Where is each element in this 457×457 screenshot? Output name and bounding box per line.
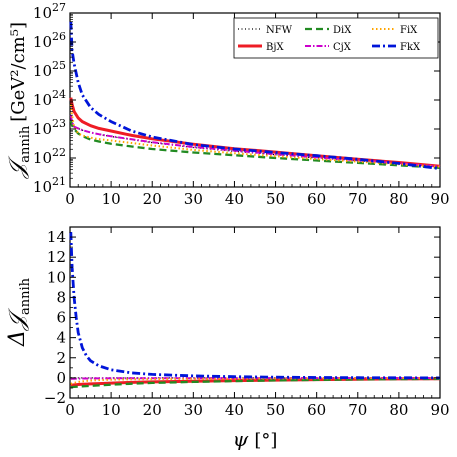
top-x-tick-label: 0	[65, 190, 75, 208]
top-y-tick-label: 1021	[33, 175, 66, 196]
bottom-series-line-cjx	[70, 377, 440, 380]
legend: NFW BjX DiX CjX FiX FkX	[233, 17, 439, 59]
top-series-line-fix	[69, 104, 441, 168]
top-axis-ticks: 0 10 20 30 40 50 60 70 80 90 1021 1022 1023 1024 1025 1…	[33, 1, 450, 208]
bottom-y-tick-label: 12	[47, 248, 66, 266]
bottom-x-tick-label: 10	[102, 401, 121, 419]
bottom-plot-frame	[69, 226, 441, 399]
legend-label-fix: FiX	[400, 25, 418, 36]
legend-label-dix: DiX	[333, 25, 352, 36]
bottom-y-tick-label: 2	[56, 349, 66, 367]
top-y-tick-label: 1023	[33, 117, 66, 138]
bottom-y-tick-label: 4	[56, 329, 66, 347]
top-x-tick-label: 80	[389, 190, 408, 208]
bottom-x-tick-label: 50	[266, 401, 285, 419]
bottom-y-tick-label: 10	[47, 268, 66, 286]
top-y-tick-label: 1026	[33, 30, 66, 51]
legend-box	[233, 17, 439, 59]
top-series-group	[69, 21, 441, 170]
bottom-x-tick-label: 40	[225, 401, 244, 419]
top-x-tick-label: 50	[266, 190, 285, 208]
bottom-y-tick-label: 0	[56, 369, 66, 387]
bottom-x-tick-label: 90	[430, 401, 449, 419]
top-y-tick-label: 1022	[33, 146, 66, 167]
legend-label-cjx: CjX	[333, 42, 352, 53]
top-x-tick-label: 70	[348, 190, 367, 208]
bottom-x-tick-label: 30	[184, 401, 203, 419]
bottom-y-axis-label: Δ𝒥annih	[5, 277, 33, 347]
legend-label-nfw: NFW	[266, 25, 293, 36]
top-x-tick-label: 40	[225, 190, 244, 208]
bottom-y-tick-label: 14	[47, 228, 66, 246]
top-series-line-fkx	[69, 21, 441, 170]
top-series-line-bjx	[69, 97, 441, 168]
top-x-tick-label: 10	[102, 190, 121, 208]
bottom-series-line-fkx	[69, 231, 441, 380]
bottom-y-tick-label: 8	[56, 288, 66, 306]
x-axis-label: ψ [°]	[233, 427, 278, 451]
top-x-tick-label: 20	[143, 190, 162, 208]
bottom-y-tick-label: −2	[44, 389, 66, 407]
top-series-line-cjx	[69, 115, 441, 168]
bottom-series-line-fix	[70, 377, 440, 385]
top-y-axis-label: 𝒥annih[GeV²/cm⁵]	[5, 22, 33, 179]
bottom-y-tick-label: 6	[56, 309, 66, 327]
top-x-tick-label: 60	[307, 190, 326, 208]
top-series-line-nfw	[70, 115, 441, 168]
bottom-x-tick-label: 20	[143, 401, 162, 419]
top-y-tick-label: 1027	[33, 1, 66, 22]
top-y-tick-label: 1025	[33, 59, 66, 80]
top-y-tick-label: 1024	[33, 88, 66, 109]
legend-label-fkx: FkX	[400, 42, 421, 53]
top-panel: 0 10 20 30 40 50 60 70 80 90 1021 1022 1023 1024 1025 1…	[5, 1, 450, 208]
legend-label-bjx: BjX	[266, 42, 284, 53]
bottom-series-line-dix	[70, 377, 441, 389]
bottom-series-group	[69, 231, 441, 389]
bottom-x-tick-label: 70	[348, 401, 367, 419]
bottom-x-tick-label: 80	[389, 401, 408, 419]
bottom-x-tick-label: 60	[307, 401, 326, 419]
legend-items: NFW BjX DiX CjX FiX FkX	[238, 25, 421, 53]
top-x-tick-label: 90	[430, 190, 449, 208]
top-x-tick-label: 30	[184, 190, 203, 208]
bottom-x-tick-label: 0	[65, 401, 75, 419]
